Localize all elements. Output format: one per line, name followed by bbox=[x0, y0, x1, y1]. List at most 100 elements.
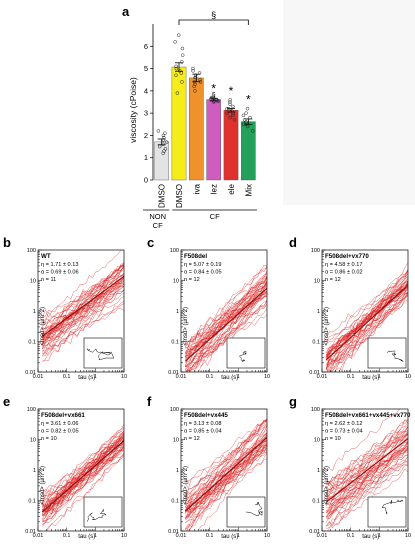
msd-trace bbox=[326, 450, 408, 495]
panel-c-msd-plot: c 0.01 0.1 1 10 tau (s) 0.01 0.1 1 10 100 <msd> (µm… bbox=[147, 235, 270, 381]
msd-trace bbox=[186, 308, 267, 372]
bar bbox=[189, 77, 204, 181]
msd-trace bbox=[326, 295, 408, 357]
panel-e-msd-plot: e 0.01 0.1 1 10 tau (s) 0.01 0.1 1 10 100 <msd> (µm… bbox=[3, 394, 127, 540]
msd-trace bbox=[326, 463, 408, 529]
bar bbox=[223, 110, 239, 181]
significance-star: * bbox=[211, 82, 216, 96]
x-tick-label: 0.01 bbox=[176, 533, 187, 539]
x-tick-label: 0.1 bbox=[206, 374, 214, 380]
panel-title: F508del+vx770 bbox=[325, 253, 369, 260]
msd-trace bbox=[326, 280, 408, 355]
msd-trace bbox=[42, 289, 124, 349]
msd-trace bbox=[42, 444, 124, 517]
msd-trace bbox=[42, 262, 124, 331]
x-tick-label: 0.01 bbox=[33, 374, 44, 380]
fit-parameter: n = 10 bbox=[41, 436, 57, 442]
msd-trace bbox=[326, 270, 408, 342]
msd-trace bbox=[42, 433, 124, 495]
y-tick-label: 0.1 bbox=[312, 340, 320, 346]
y-tick-label: 1 bbox=[317, 468, 320, 474]
fit-parameter: η = 4.58 ± 0.17 bbox=[325, 262, 362, 268]
panel-label-c: c bbox=[147, 235, 154, 250]
msd-mean-trace bbox=[325, 438, 408, 503]
y-tick-label: 0.01 bbox=[309, 529, 320, 535]
msd-trace bbox=[42, 423, 124, 516]
data-point bbox=[232, 118, 237, 122]
x-tick-label: 0.1 bbox=[63, 374, 71, 380]
data-point bbox=[209, 96, 213, 101]
trajectory-path bbox=[245, 501, 263, 517]
msd-trace bbox=[326, 421, 408, 505]
y-tick-label: 0.1 bbox=[28, 340, 36, 346]
y-tick-label: 100 bbox=[170, 407, 179, 413]
data-point bbox=[228, 102, 232, 106]
y-tick-label: 10 bbox=[30, 279, 36, 285]
data-point bbox=[244, 111, 248, 115]
fit-parameter: η = 5.07 ± 0.19 bbox=[184, 262, 221, 268]
msd-trace bbox=[185, 439, 267, 530]
trajectory-path bbox=[386, 350, 404, 362]
msd-trace bbox=[185, 442, 267, 519]
panel-d-msd-plot: d 0.01 0.1 1 10 tau (s) 0.01 0.1 1 10 100 <msd> (µm… bbox=[289, 235, 411, 381]
msd-trace bbox=[42, 250, 122, 317]
bar-plot: 0 1 2 3 4 5 6 viscosity (cPoise) DMSO DMSO iva lez e… bbox=[128, 10, 257, 230]
msd-trace bbox=[42, 280, 124, 349]
msd-trace bbox=[326, 419, 408, 484]
bar-y-tick-label: 5 bbox=[144, 64, 148, 73]
panel-g-msd-plot: g 0.01 0.1 1 10 tau (s) 0.01 0.1 1 10 100 <msd> (µm… bbox=[289, 394, 411, 540]
panel-title: F508del bbox=[184, 253, 207, 260]
blank-region bbox=[283, 0, 415, 205]
category-label: DMSO bbox=[175, 184, 184, 208]
msd-trace bbox=[326, 426, 408, 491]
data-point bbox=[212, 99, 216, 103]
trajectory-path bbox=[238, 350, 247, 363]
x-axis-label: tau (s) bbox=[78, 534, 95, 540]
fit-parameter: α = 0.82 ± 0.05 bbox=[41, 429, 79, 435]
x-tick-label: 1 bbox=[378, 533, 381, 539]
x-tick-label: 10 bbox=[121, 533, 127, 539]
panel-a-bar-chart: a 0 1 2 3 4 5 6 viscosity (cPoise) DMSO DMSO iva le… bbox=[122, 4, 257, 230]
y-tick-label: 0.1 bbox=[171, 340, 179, 346]
msd-trace bbox=[42, 290, 124, 340]
msd-trace bbox=[330, 282, 408, 372]
x-tick-label: 10 bbox=[264, 533, 270, 539]
msd-trace bbox=[42, 443, 124, 514]
data-point bbox=[211, 95, 215, 100]
msd-trace bbox=[185, 419, 267, 513]
data-point bbox=[163, 131, 167, 135]
data-point bbox=[192, 80, 197, 84]
msd-trace bbox=[42, 269, 124, 344]
y-tick-label: 10 bbox=[314, 279, 320, 285]
msd-trace bbox=[42, 433, 124, 522]
data-point bbox=[180, 53, 185, 57]
data-point bbox=[225, 111, 229, 115]
trajectory-path bbox=[381, 499, 404, 515]
y-tick-label: 10 bbox=[314, 438, 320, 444]
msd-trace bbox=[185, 295, 267, 358]
data-point bbox=[226, 106, 231, 111]
msd-trace bbox=[185, 419, 267, 498]
msd-trace bbox=[42, 437, 124, 512]
msd-trace bbox=[42, 264, 124, 334]
y-tick-label: 1 bbox=[176, 468, 179, 474]
x-tick-label: 0.01 bbox=[176, 374, 187, 380]
data-point bbox=[231, 104, 235, 109]
panel-label-f: f bbox=[147, 394, 152, 409]
y-tick-label: 1 bbox=[33, 309, 36, 315]
y-tick-label: 0.1 bbox=[312, 499, 320, 505]
category-label: iva bbox=[192, 183, 201, 194]
x-tick-label: 0.01 bbox=[33, 533, 44, 539]
data-point bbox=[161, 138, 166, 142]
x-tick-label: 1 bbox=[94, 374, 97, 380]
msd-trace bbox=[326, 289, 408, 372]
msd-mean-trace bbox=[184, 436, 267, 512]
category-label: DMSO bbox=[158, 184, 167, 208]
msd-trace bbox=[185, 420, 267, 514]
msd-trace bbox=[326, 433, 408, 513]
panel-title: F508del+vx661+vx445+vx770 bbox=[325, 412, 411, 419]
x-tick-label: 10 bbox=[121, 374, 127, 380]
msd-trace bbox=[185, 458, 267, 510]
x-tick-label: 1 bbox=[237, 533, 240, 539]
msd-trace bbox=[185, 275, 267, 362]
